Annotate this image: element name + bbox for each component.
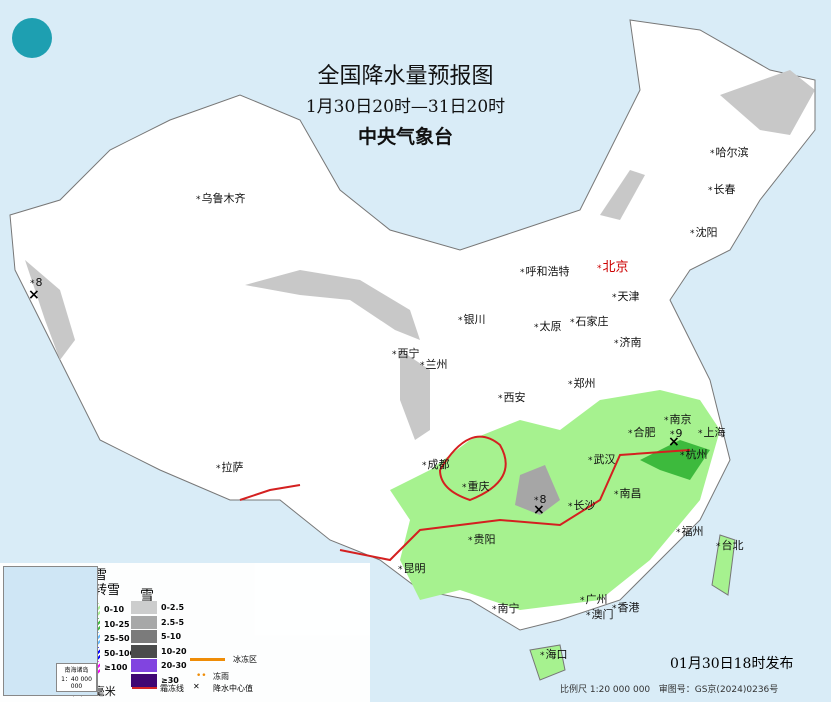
city-label: 拉萨 [216,459,244,475]
frost-line-icon [132,687,157,689]
legend-label: 10-20 [161,646,187,656]
max-value-label: 8 [30,276,43,289]
city-label: 石家庄 [570,313,609,329]
city-label: 天津 [612,288,640,304]
legend-label: ≥30 [161,675,179,685]
issued-time: 01月30日18时发布 [670,656,794,672]
legend-freezing-rain: 冻雨 [213,672,229,681]
legend-label: 50-100 [104,648,136,658]
map-title: 全国降水量预报图 [317,64,494,89]
city-label: 南昌 [614,485,642,501]
city-label: 上海 [698,424,726,440]
freeze-zone-line-icon [190,658,225,661]
city-label: 济南 [614,334,642,350]
legend-swatch [131,601,157,614]
max-center-hunan: × [533,502,545,518]
legend-label: ≥100 [104,663,128,672]
map-approval-number: 审图号：GS京(2024)0236号 [658,685,779,695]
legend-swatch [131,659,157,672]
city-label: 太原 [534,318,562,334]
legend-label: 0-2.5 [161,603,185,612]
city-label: 银川 [458,311,486,327]
city-label: 西安 [498,389,526,405]
snow-northeast [720,70,815,135]
snow-hunan [515,465,560,515]
city-label: 重庆 [462,478,490,494]
city-label: 成都 [422,456,450,472]
legend-swatch [131,615,157,629]
city-label: 郑州 [568,375,596,391]
forecast-period: 1月30日20时—31日20时 [305,97,506,117]
city-label: 杭州 [680,446,708,462]
city-label: 乌鲁木齐 [196,190,246,206]
max-center-west: × [28,287,40,303]
legend-label: 10-25 [104,619,130,629]
snow-tibet [400,350,430,440]
legend-swatch [131,673,157,687]
city-label: 武汉 [588,451,616,467]
max-value-label: 8 [534,493,547,506]
legend-label: 25-50 [104,634,130,643]
city-label: 沈阳 [690,224,718,240]
city-label: 长春 [708,181,736,197]
legend-max-center: 降水中心值 [213,684,253,693]
frost-line-southwest [339,435,691,562]
city-label: 长沙 [568,497,596,513]
city-label: 昆明 [398,560,426,576]
legend-swatch [131,630,157,643]
city-label: 哈尔滨 [710,144,749,160]
frost-line-tibet [239,484,301,501]
max-center-east: × [668,434,680,450]
city-label: 兰州 [420,356,448,372]
inset-title: 南海诸岛 [64,667,89,674]
max-center-icon: ✕ [193,682,200,691]
issuer: 中央气象台 [357,126,453,148]
city-label: 澳门 [586,606,614,622]
city-label: 福州 [676,523,704,539]
snow-inner-mongolia [600,170,645,220]
city-label: 海口 [540,646,568,662]
inset-scale: 1：40 000 000 [61,676,92,690]
snow-west [245,270,420,340]
legend-label: 20-30 [161,661,187,670]
city-label: 贵阳 [468,531,496,547]
city-label: 西宁 [392,345,420,361]
legend-frost-line: 霜冻线 [160,684,184,693]
max-value-label: 9 [670,427,683,440]
scale-text: 比例尺 1:20 000 000 [560,685,651,695]
city-label: 呼和浩特 [520,263,570,279]
legend-snow-title: 雪 [140,588,154,604]
city-label: 北京 [597,256,629,275]
legend-label: 2.5-5 [161,617,185,627]
legend-label: 5-10 [161,632,182,641]
city-label: 南京 [664,411,692,427]
city-label: 合肥 [628,424,656,440]
cma-logo [12,18,52,58]
legend-label: 0-10 [104,605,125,614]
city-label: 广州 [580,591,608,607]
city-label: 香港 [612,599,640,615]
city-label: 南宁 [492,600,520,616]
legend-swatch [131,644,157,658]
freezing-rain-icon: •• [196,671,207,681]
city-label: 台北 [716,537,744,553]
legend-freeze-zone: 冰冻区 [233,655,257,664]
south-china-sea-inset: 南海诸岛 1：40 000 000 [3,566,98,696]
